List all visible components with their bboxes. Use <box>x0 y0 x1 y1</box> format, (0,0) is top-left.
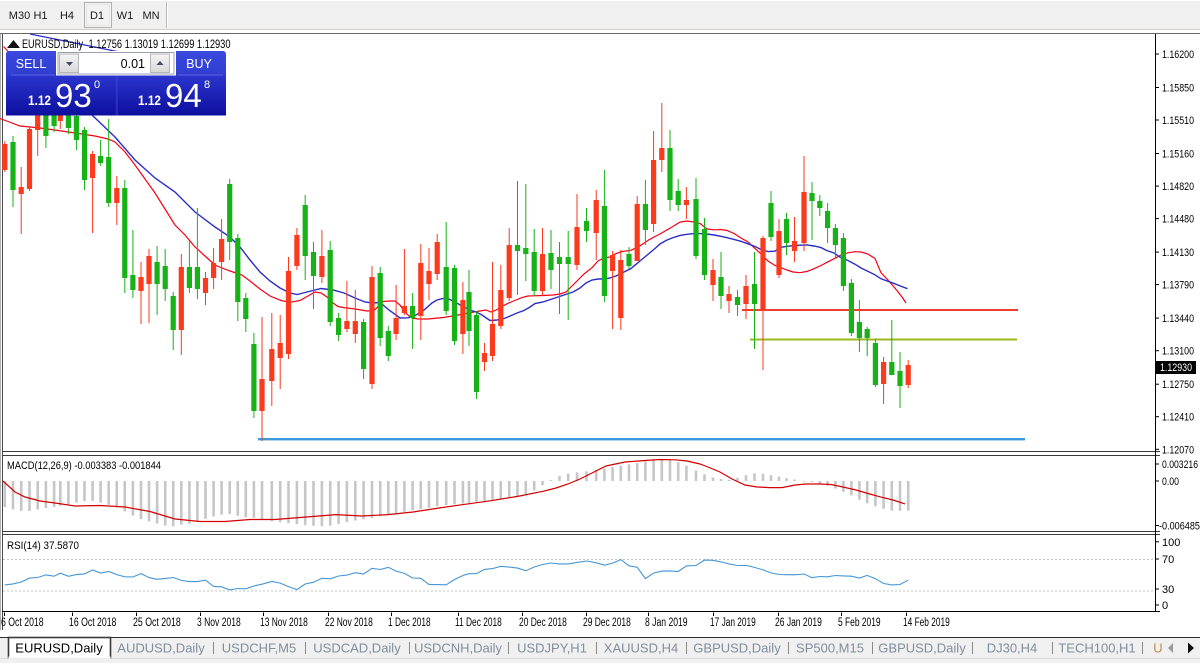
svg-text:20 Dec 2018: 20 Dec 2018 <box>519 617 567 629</box>
svg-text:5 Feb 2019: 5 Feb 2019 <box>838 617 881 629</box>
svg-text:1.12070: 1.12070 <box>1162 444 1194 456</box>
svg-text:1.12: 1.12 <box>138 92 161 108</box>
svg-text:1.15850: 1.15850 <box>1162 83 1194 95</box>
svg-text:1.12930: 1.12930 <box>1160 362 1192 374</box>
svg-text:94: 94 <box>165 77 202 114</box>
svg-text:1.13100: 1.13100 <box>1162 346 1194 358</box>
svg-text:M30: M30 <box>9 10 30 22</box>
svg-text:1.13440: 1.13440 <box>1162 313 1194 325</box>
svg-text:1.14130: 1.14130 <box>1162 247 1194 259</box>
svg-text:22 Nov 2018: 22 Nov 2018 <box>325 617 373 629</box>
svg-text:14 Feb 2019: 14 Feb 2019 <box>903 617 950 629</box>
svg-text:USDJPY,H1: USDJPY,H1 <box>517 641 587 656</box>
svg-text:GBPUSD,Daily: GBPUSD,Daily <box>693 641 781 656</box>
svg-text:8 Jan 2019: 8 Jan 2019 <box>645 617 688 629</box>
svg-text:8: 8 <box>204 79 210 91</box>
svg-text:1 Dec 2018: 1 Dec 2018 <box>388 617 431 629</box>
svg-text:U: U <box>1153 641 1162 656</box>
svg-text:1.15510: 1.15510 <box>1162 115 1194 127</box>
svg-text:MN: MN <box>142 10 159 22</box>
svg-text:30: 30 <box>1162 584 1174 596</box>
svg-text:0.00: 0.00 <box>1162 476 1179 488</box>
svg-text:0: 0 <box>1162 600 1168 612</box>
svg-text:1.12750: 1.12750 <box>1162 379 1194 391</box>
svg-text:26 Jan 2019: 26 Jan 2019 <box>775 617 822 629</box>
svg-text:3 Nov 2018: 3 Nov 2018 <box>197 617 241 629</box>
svg-text:6 Oct 2018: 6 Oct 2018 <box>1 617 44 629</box>
svg-text:GBPUSD,Daily: GBPUSD,Daily <box>878 641 966 656</box>
svg-text:1.12: 1.12 <box>28 92 51 108</box>
svg-text:1.16200: 1.16200 <box>1162 49 1194 61</box>
svg-text:H1: H1 <box>33 10 47 22</box>
svg-text:TECH100,H1: TECH100,H1 <box>1058 641 1135 656</box>
svg-text:BUY: BUY <box>186 57 212 71</box>
svg-text:EURUSD,Daily: EURUSD,Daily <box>15 641 103 656</box>
svg-text:100: 100 <box>1162 537 1180 549</box>
svg-text:D1: D1 <box>90 10 104 22</box>
svg-text:70: 70 <box>1162 554 1174 566</box>
svg-text:1.12756 1.13019 1.12699 1.1293: 1.12756 1.13019 1.12699 1.12930 <box>89 37 231 51</box>
svg-text:USDCAD,Daily: USDCAD,Daily <box>313 641 401 656</box>
svg-text:-0.006485: -0.006485 <box>1159 521 1200 533</box>
svg-text:SELL: SELL <box>16 57 47 71</box>
svg-text:25 Oct 2018: 25 Oct 2018 <box>133 617 181 629</box>
svg-text:0: 0 <box>94 79 100 91</box>
svg-text:16 Oct 2018: 16 Oct 2018 <box>69 617 116 629</box>
svg-text:17 Jan 2019: 17 Jan 2019 <box>710 617 756 629</box>
svg-text:DJ30,H4: DJ30,H4 <box>987 641 1038 656</box>
svg-text:29 Dec 2018: 29 Dec 2018 <box>583 617 631 629</box>
svg-text:0.003216: 0.003216 <box>1162 459 1198 471</box>
svg-text:13 Nov 2018: 13 Nov 2018 <box>260 617 308 629</box>
svg-text:11 Dec 2018: 11 Dec 2018 <box>455 617 502 629</box>
svg-text:W1: W1 <box>117 10 134 22</box>
svg-text:1.13790: 1.13790 <box>1162 280 1194 292</box>
svg-text:USDCHF,M5: USDCHF,M5 <box>222 641 296 656</box>
svg-text:SP500,M15: SP500,M15 <box>796 641 864 656</box>
svg-text:EURUSD,Daily: EURUSD,Daily <box>22 37 83 51</box>
svg-text:XAUUSD,H4: XAUUSD,H4 <box>604 641 678 656</box>
svg-text:H4: H4 <box>60 10 74 22</box>
svg-text:RSI(14) 37.5870: RSI(14) 37.5870 <box>7 540 79 552</box>
svg-text:0.01: 0.01 <box>121 57 145 71</box>
svg-text:AUDUSD,Daily: AUDUSD,Daily <box>117 641 205 656</box>
svg-text:1.14820: 1.14820 <box>1162 181 1194 193</box>
svg-text:USDCNH,Daily: USDCNH,Daily <box>414 641 503 656</box>
svg-text:93: 93 <box>55 77 92 114</box>
svg-text:MACD(12,26,9) -0.003383 -0.001: MACD(12,26,9) -0.003383 -0.001844 <box>7 460 161 472</box>
svg-text:1.12410: 1.12410 <box>1162 412 1194 424</box>
svg-text:1.15160: 1.15160 <box>1162 149 1194 161</box>
svg-text:1.14480: 1.14480 <box>1162 214 1194 226</box>
